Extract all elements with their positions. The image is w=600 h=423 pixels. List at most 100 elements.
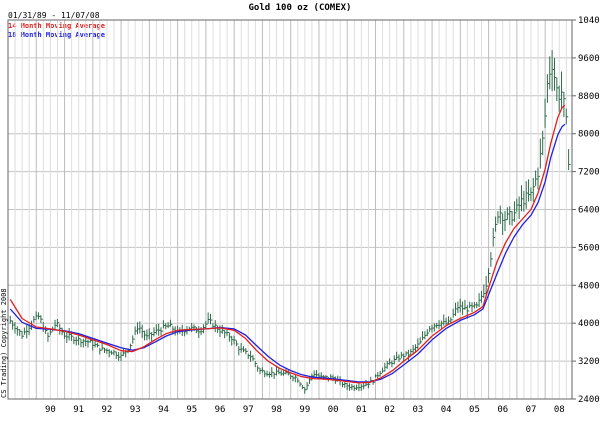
price-bar: [9, 315, 13, 324]
price-bar: [106, 348, 109, 354]
price-bar: [240, 343, 244, 353]
price-bar: [457, 301, 460, 314]
price-bar: [118, 352, 121, 361]
price-bar: [485, 275, 489, 296]
price-bar: [115, 351, 119, 359]
price-bar: [568, 149, 571, 171]
price-bar: [511, 211, 515, 226]
chart-title: Gold 100 oz (COMEX): [249, 3, 352, 13]
price-bar: [167, 322, 171, 329]
x-tick-label: 93: [130, 405, 141, 415]
y-tick-label: 80000: [578, 130, 600, 140]
price-bar: [506, 207, 510, 220]
price-bar: [313, 370, 317, 378]
price-bar: [259, 367, 262, 375]
y-tick-label: 56000: [578, 243, 600, 253]
price-bar: [16, 326, 20, 336]
price-bar: [266, 370, 270, 377]
price-bar: [261, 367, 265, 373]
price-bar: [341, 381, 345, 388]
x-tick-label: 02: [384, 405, 395, 415]
price-bar: [490, 252, 493, 267]
price-bar: [80, 338, 83, 348]
price-bar: [210, 313, 213, 325]
x-tick-label: 06: [497, 405, 508, 415]
x-tick-label: 99: [299, 405, 310, 415]
price-bar: [504, 211, 507, 232]
price-bar: [513, 201, 517, 222]
price-bar: [464, 299, 467, 310]
price-bar: [528, 179, 531, 202]
price-bar: [101, 342, 105, 351]
price-bar: [23, 327, 27, 335]
price-bar: [473, 302, 477, 309]
price-bar: [476, 302, 479, 309]
price-bar: [379, 370, 383, 377]
price-bar: [367, 382, 371, 389]
price-bar: [151, 332, 154, 342]
legend-ma18: 18 Month Moving Average: [8, 31, 105, 39]
price-bar: [99, 348, 102, 355]
y-tick-label: 64000: [578, 206, 600, 216]
price-bar: [405, 351, 409, 357]
price-bar: [158, 323, 161, 336]
price-bar: [410, 348, 413, 355]
price-bar: [535, 170, 538, 186]
y-tick-label: 40000: [578, 319, 600, 329]
price-bar: [257, 365, 260, 372]
price-bar: [426, 329, 430, 337]
moving-averages: [9, 104, 566, 384]
price-bar: [492, 227, 496, 247]
price-bar: [200, 326, 204, 336]
price-bar: [45, 326, 48, 334]
x-tick-label: 08: [554, 405, 565, 415]
price-bar: [386, 360, 390, 369]
price-bar: [374, 374, 378, 378]
price-bar: [417, 338, 420, 350]
price-bar: [469, 301, 472, 309]
price-bar: [483, 284, 486, 299]
y-tick-label: 32000: [578, 357, 600, 367]
price-bar: [497, 211, 500, 224]
price-bar: [544, 98, 548, 128]
price-bar: [563, 92, 566, 118]
price-bar: [278, 367, 281, 375]
price-bar: [377, 372, 380, 380]
price-bar: [59, 324, 62, 335]
price-bar: [283, 370, 286, 376]
price-bar: [238, 345, 241, 356]
price-bar: [518, 196, 522, 220]
x-tick-label: 03: [413, 405, 424, 415]
x-axis: 90 91 92 93 94 95 96 97 98 99 00 01 02 03 04 05 06 07 08: [45, 405, 565, 415]
price-bar: [141, 324, 145, 338]
price-bar: [495, 216, 498, 232]
price-bar: [440, 320, 444, 329]
ma18-line: [9, 123, 566, 383]
x-tick-label: 95: [186, 405, 197, 415]
price-bar: [235, 340, 239, 347]
date-range: 01/31/89 - 11/07/08: [8, 11, 100, 20]
price-bar: [68, 327, 72, 341]
price-bar: [433, 323, 437, 332]
x-tick-label: 97: [243, 405, 254, 415]
price-bar: [360, 384, 364, 391]
price-bar: [242, 346, 246, 353]
price-bar: [516, 198, 519, 212]
legend-ma14: 14 Month Moving Average: [8, 22, 105, 30]
price-bar: [353, 385, 357, 391]
price-bar: [290, 374, 293, 380]
price-bar: [254, 361, 258, 368]
price-bar: [191, 322, 194, 333]
x-tick-label: 96: [215, 405, 226, 415]
price-bar: [198, 326, 201, 339]
price-bar: [113, 349, 116, 356]
price-bar: [384, 362, 387, 372]
price-bar: [132, 335, 135, 344]
price-bar: [146, 329, 149, 341]
price-bar: [165, 323, 168, 330]
x-tick-label: 94: [158, 405, 169, 415]
x-tick-label: 00: [328, 405, 339, 415]
price-bar: [565, 108, 569, 125]
price-bar: [160, 327, 164, 336]
price-bar: [525, 181, 529, 209]
